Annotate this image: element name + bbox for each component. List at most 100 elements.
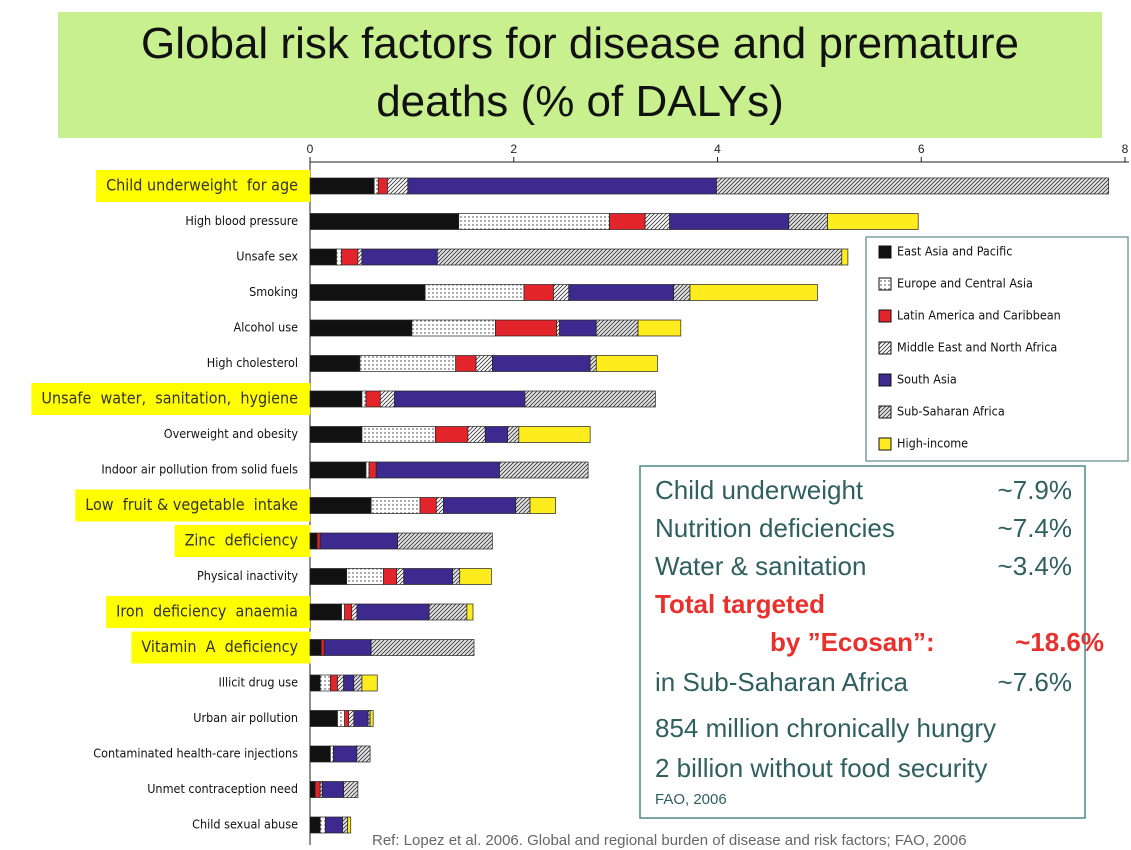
annotation: 2 billion without food security bbox=[655, 753, 987, 783]
bar-segment bbox=[309, 816, 321, 834]
bar-segment bbox=[370, 497, 421, 514]
legend-label: East Asia and Pacific bbox=[897, 244, 1012, 259]
bar-segment bbox=[309, 568, 348, 585]
category-label: High blood pressure bbox=[185, 213, 298, 228]
bar-segment bbox=[443, 497, 517, 514]
x-tick-label: 6 bbox=[918, 142, 925, 156]
bar-segment bbox=[333, 745, 358, 763]
category-label: Alcohol use bbox=[234, 320, 299, 335]
bar-segment bbox=[336, 248, 342, 266]
bar-segment bbox=[319, 674, 331, 692]
bar-segment bbox=[357, 248, 363, 266]
chart-title: Global risk factors for disease and prem… bbox=[141, 19, 1019, 126]
bar-segment bbox=[689, 284, 818, 301]
bar-segment bbox=[559, 319, 597, 337]
bar-segment bbox=[309, 177, 375, 195]
bar-segment bbox=[644, 213, 670, 230]
label-highlight bbox=[75, 489, 311, 522]
bar-segment bbox=[309, 426, 363, 443]
bar-segment bbox=[348, 710, 355, 727]
bar-segment bbox=[309, 213, 460, 230]
bar-segment bbox=[359, 355, 457, 372]
bar-segment bbox=[309, 319, 413, 337]
bar-segment bbox=[361, 674, 378, 692]
bar-segment bbox=[343, 781, 359, 798]
category-label: Illicit drug use bbox=[219, 675, 299, 690]
category-label: Unsafe water, sanitation, hygiene bbox=[41, 389, 298, 408]
bar-segment bbox=[466, 603, 474, 621]
legend-label: Middle East and North Africa bbox=[897, 340, 1057, 355]
bar-segment bbox=[428, 603, 468, 621]
bar-segment bbox=[609, 213, 646, 230]
bar-segment bbox=[309, 639, 322, 656]
legend-label: Sub-Saharan Africa bbox=[897, 404, 1005, 419]
category-label: Contaminated health-care injections bbox=[93, 746, 298, 761]
bar-segment bbox=[523, 284, 554, 301]
bar-segment bbox=[309, 284, 426, 301]
bar-segment bbox=[595, 355, 658, 372]
bar-segment bbox=[356, 745, 371, 763]
label-highlight bbox=[174, 525, 311, 557]
bar-segment bbox=[314, 781, 321, 798]
label-highlight bbox=[96, 170, 311, 202]
legend-box bbox=[865, 236, 1129, 462]
bar-segment bbox=[309, 781, 316, 798]
legend-swatch bbox=[878, 437, 892, 451]
annotation: ~3.4% bbox=[998, 551, 1072, 581]
legend-swatch bbox=[878, 405, 892, 419]
bar-segment bbox=[321, 781, 344, 798]
annotation: in Sub-Saharan Africa bbox=[655, 667, 908, 697]
legend-label: Europe and Central Asia bbox=[897, 276, 1033, 291]
bar-segment bbox=[589, 355, 597, 372]
bar-segment bbox=[455, 355, 477, 372]
annotation: Water & sanitation bbox=[655, 551, 866, 581]
bar-segment bbox=[827, 213, 919, 230]
bar-segment bbox=[344, 603, 353, 621]
bar-segment bbox=[353, 674, 363, 692]
bar-segment bbox=[669, 213, 790, 230]
bar-segment bbox=[330, 674, 338, 692]
bar-segment bbox=[788, 213, 828, 230]
bar-segment bbox=[459, 568, 492, 585]
x-tick-label: 2 bbox=[510, 142, 517, 156]
category-label: Indoor air pollution from solid fuels bbox=[101, 462, 298, 477]
bar-segment bbox=[309, 248, 337, 266]
reference: Ref: Lopez et al. 2006. Global and regio… bbox=[372, 832, 967, 849]
bar-segment bbox=[319, 816, 326, 834]
category-label: Zinc deficiency bbox=[185, 531, 299, 550]
bar-segment bbox=[309, 532, 318, 550]
bar-segment bbox=[356, 603, 430, 621]
bar-segment bbox=[436, 248, 843, 266]
legend-swatch bbox=[878, 245, 892, 259]
bar-segment bbox=[309, 355, 361, 372]
bar-segment bbox=[351, 603, 358, 621]
annotation: ~7.6% bbox=[998, 667, 1072, 697]
annotation: 854 million chronically hungry bbox=[655, 713, 996, 743]
title-box bbox=[58, 12, 1102, 138]
annotation: ~7.9% bbox=[998, 475, 1072, 505]
bar-segment bbox=[595, 319, 639, 337]
category-label: Vitamin A deficiency bbox=[141, 637, 298, 656]
bar-segment bbox=[379, 390, 395, 408]
bar-segment bbox=[361, 426, 436, 443]
bar-segment bbox=[346, 568, 384, 585]
category-label: Child underweight for age bbox=[106, 176, 298, 195]
bar-segment bbox=[394, 390, 526, 408]
legend-label: South Asia bbox=[897, 372, 957, 387]
bar-segment bbox=[435, 497, 444, 514]
category-label: Urban air pollution bbox=[193, 710, 298, 725]
legend-label: Latin America and Caribbean bbox=[897, 308, 1061, 323]
legend-swatch bbox=[878, 373, 892, 387]
category-label: Child sexual abuse bbox=[192, 817, 298, 832]
category-label: Iron deficiency anaemia bbox=[116, 602, 298, 621]
label-highlight bbox=[31, 383, 311, 415]
bar-segment bbox=[309, 674, 321, 692]
category-label: High cholesterol bbox=[207, 355, 298, 370]
bar-segment bbox=[419, 497, 437, 514]
bar-segment bbox=[368, 461, 377, 479]
bar-segment bbox=[309, 390, 363, 408]
bar-segment bbox=[361, 248, 438, 266]
bar-segment bbox=[424, 284, 525, 301]
bar-segment bbox=[387, 177, 409, 195]
